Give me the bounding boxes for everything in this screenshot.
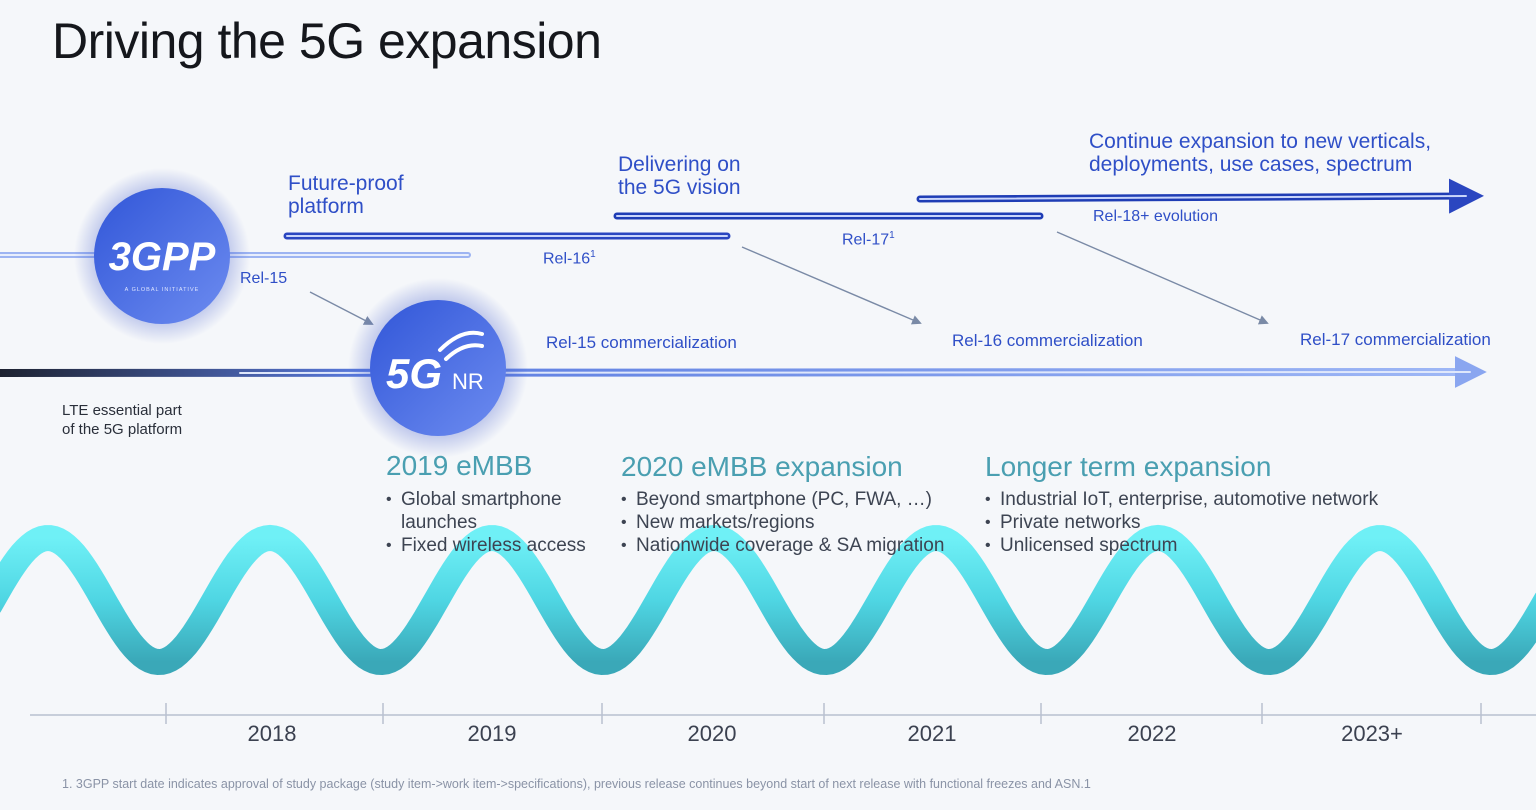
year-label: 2018 <box>247 721 297 746</box>
section-2019-embb: 2019 eMBB Global smartphone launches Fix… <box>386 450 586 557</box>
list-item: Industrial IoT, enterprise, automotive n… <box>985 488 1378 511</box>
list-item: Nationwide coverage & SA migration <box>621 534 944 557</box>
signal-wave-icon <box>438 330 484 352</box>
section-2020-embb-expansion: 2020 eMBB expansion Beyond smartphone (P… <box>621 451 944 557</box>
rel16-commercialization: Rel-16 commercialization <box>952 331 1143 350</box>
nr-logo-text: NR <box>452 369 484 394</box>
rel17-arrow <box>1056 231 1269 325</box>
list-item: New markets/regions <box>621 511 944 534</box>
year-label: 2023+ <box>1341 721 1403 746</box>
year-label: 2019 <box>467 721 517 746</box>
3gpp-logo-text: 3GPP <box>109 235 216 279</box>
sine-wave <box>0 524 1536 676</box>
list-item: Fixed wireless access <box>386 534 586 557</box>
list-item: Unlicensed spectrum <box>985 534 1378 557</box>
year-label: 2022 <box>1127 721 1177 746</box>
3gpp-tagline: A GLOBAL INITIATIVE <box>125 287 200 293</box>
page-title: Driving the 5G expansion <box>52 13 602 69</box>
year-label: 2020 <box>687 721 737 746</box>
section-title: 2020 eMBB expansion <box>621 451 903 482</box>
rel17-commercialization: Rel-17 commercialization <box>1300 330 1491 349</box>
phase-continue-expansion: Continue expansion to new verticals, dep… <box>1089 130 1432 176</box>
lte-note: LTE essential part of the 5G platform <box>62 402 183 438</box>
year-label: 2021 <box>907 721 957 746</box>
rel16-arrow <box>741 246 922 325</box>
phase-future-proof: Future-proof platform <box>288 172 404 218</box>
rel18-label: Rel-18+ evolution <box>1093 208 1218 225</box>
section-title: Longer term expansion <box>985 451 1272 482</box>
rel17-label: Rel-171 <box>842 230 895 249</box>
section-title: 2019 eMBB <box>386 450 533 481</box>
timeline-ticks <box>165 703 1482 724</box>
rel16-label: Rel-161 <box>543 249 596 268</box>
3gpp-logo <box>94 188 230 324</box>
list-item: Global smartphone launches <box>386 488 586 534</box>
list-item: Private networks <box>985 511 1378 534</box>
rel15-label: Rel-15 <box>240 270 288 287</box>
section-longer-term: Longer term expansion Industrial IoT, en… <box>985 451 1378 557</box>
list-item: Beyond smartphone (PC, FWA, …) <box>621 488 944 511</box>
rel15-commercialization: Rel-15 commercialization <box>546 333 737 352</box>
5g-logo-text: 5G <box>386 350 442 397</box>
footnote: 1. 3GPP start date indicates approval of… <box>62 777 1091 791</box>
rel15-arrow <box>309 291 374 325</box>
phase-delivering: Delivering on the 5G vision <box>618 153 741 199</box>
